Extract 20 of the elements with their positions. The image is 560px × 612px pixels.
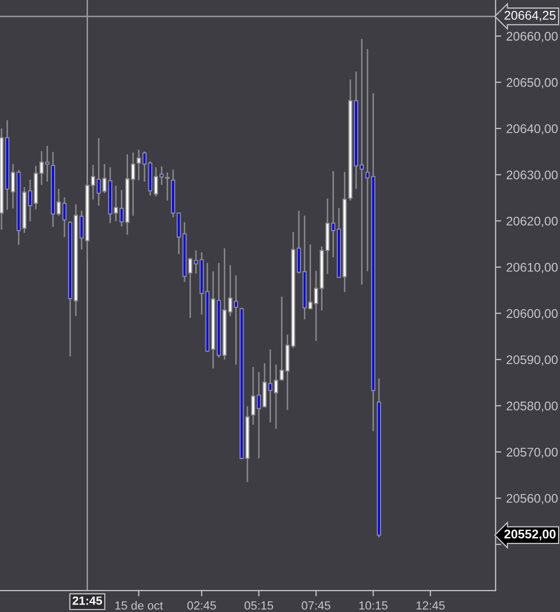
y-tick-label: 20610,00 [506,262,558,274]
y-tick-label: 20570,00 [506,448,558,458]
x-tick-label: 05:15 [244,601,274,610]
y-tick-label: 20590,00 [506,355,558,366]
y-tick-label: 20640,00 [506,124,558,135]
y-tick-label: 20630,00 [506,170,558,181]
y-tick-label: 20580,00 [506,402,558,412]
y-tick-label: 20650,00 [506,78,558,88]
text: 20552,00 [504,530,556,540]
x-tick-label: 15 de oct [115,600,163,610]
ref-line-label: 20664,25 [504,10,556,22]
y-tick-label: 20660,00 [506,32,558,42]
y-tick-label: 20620,00 [506,216,558,228]
x-tick-label: 02:45 [187,601,216,610]
y-tick-label: 20600,00 [506,309,558,320]
x-tick-label: 10:15 [359,601,388,610]
ref-line-label: 21:45 [72,596,102,605]
x-tick-label: 12:45 [416,601,445,610]
x-tick-label: 07:45 [302,601,330,610]
y-tick-label: 20560,00 [506,494,558,504]
